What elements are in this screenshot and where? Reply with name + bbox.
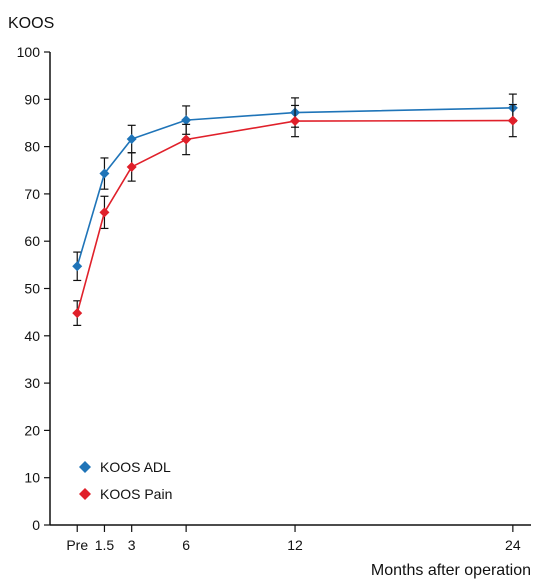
y-tick-label: 10 — [24, 470, 40, 486]
data-point — [99, 168, 110, 179]
y-tick-label: 60 — [24, 233, 40, 249]
data-point — [181, 115, 192, 126]
data-point — [72, 308, 83, 319]
y-tick-label: 90 — [24, 91, 40, 107]
x-tick-label: Pre — [66, 537, 88, 553]
y-tick-label: 40 — [24, 328, 40, 344]
series-layer — [72, 93, 518, 326]
y-tick-label: 80 — [24, 139, 40, 155]
y-axis-title: KOOS — [8, 15, 54, 32]
x-tick-label: 1.5 — [95, 537, 115, 553]
x-ticks: Pre 1.5 3 6 12 24 — [66, 525, 521, 553]
series-line — [76, 107, 513, 267]
legend-marker — [79, 488, 91, 500]
data-point — [507, 115, 518, 126]
legend-item: KOOS Pain — [79, 486, 172, 502]
x-tick-label: 24 — [505, 537, 521, 553]
legend: KOOS ADL KOOS Pain — [79, 459, 172, 502]
y-tick-label: 50 — [24, 281, 40, 297]
legend-label: KOOS ADL — [100, 459, 171, 475]
y-tick-label: 20 — [24, 422, 40, 438]
y-tick-label: 100 — [17, 44, 41, 60]
y-ticks: 0 10 20 30 40 50 60 70 80 90 100 — [17, 44, 50, 533]
x-tick-label: 6 — [182, 537, 190, 553]
series-line — [76, 119, 513, 314]
legend-marker — [79, 461, 91, 473]
legend-item: KOOS ADL — [79, 459, 171, 475]
data-point — [72, 261, 83, 272]
data-point — [126, 161, 137, 172]
axes — [49, 52, 531, 526]
y-tick-label: 70 — [24, 186, 40, 202]
x-axis-title: Months after operation — [371, 562, 531, 579]
y-tick-label: 0 — [32, 517, 40, 533]
data-point — [290, 116, 301, 127]
y-tick-label: 30 — [24, 375, 40, 391]
data-point — [126, 134, 137, 145]
legend-label: KOOS Pain — [100, 486, 172, 502]
x-tick-label: 3 — [128, 537, 136, 553]
data-point — [181, 134, 192, 145]
x-tick-label: 12 — [287, 537, 303, 553]
data-point — [99, 207, 110, 218]
series-koos-pain — [72, 103, 518, 326]
